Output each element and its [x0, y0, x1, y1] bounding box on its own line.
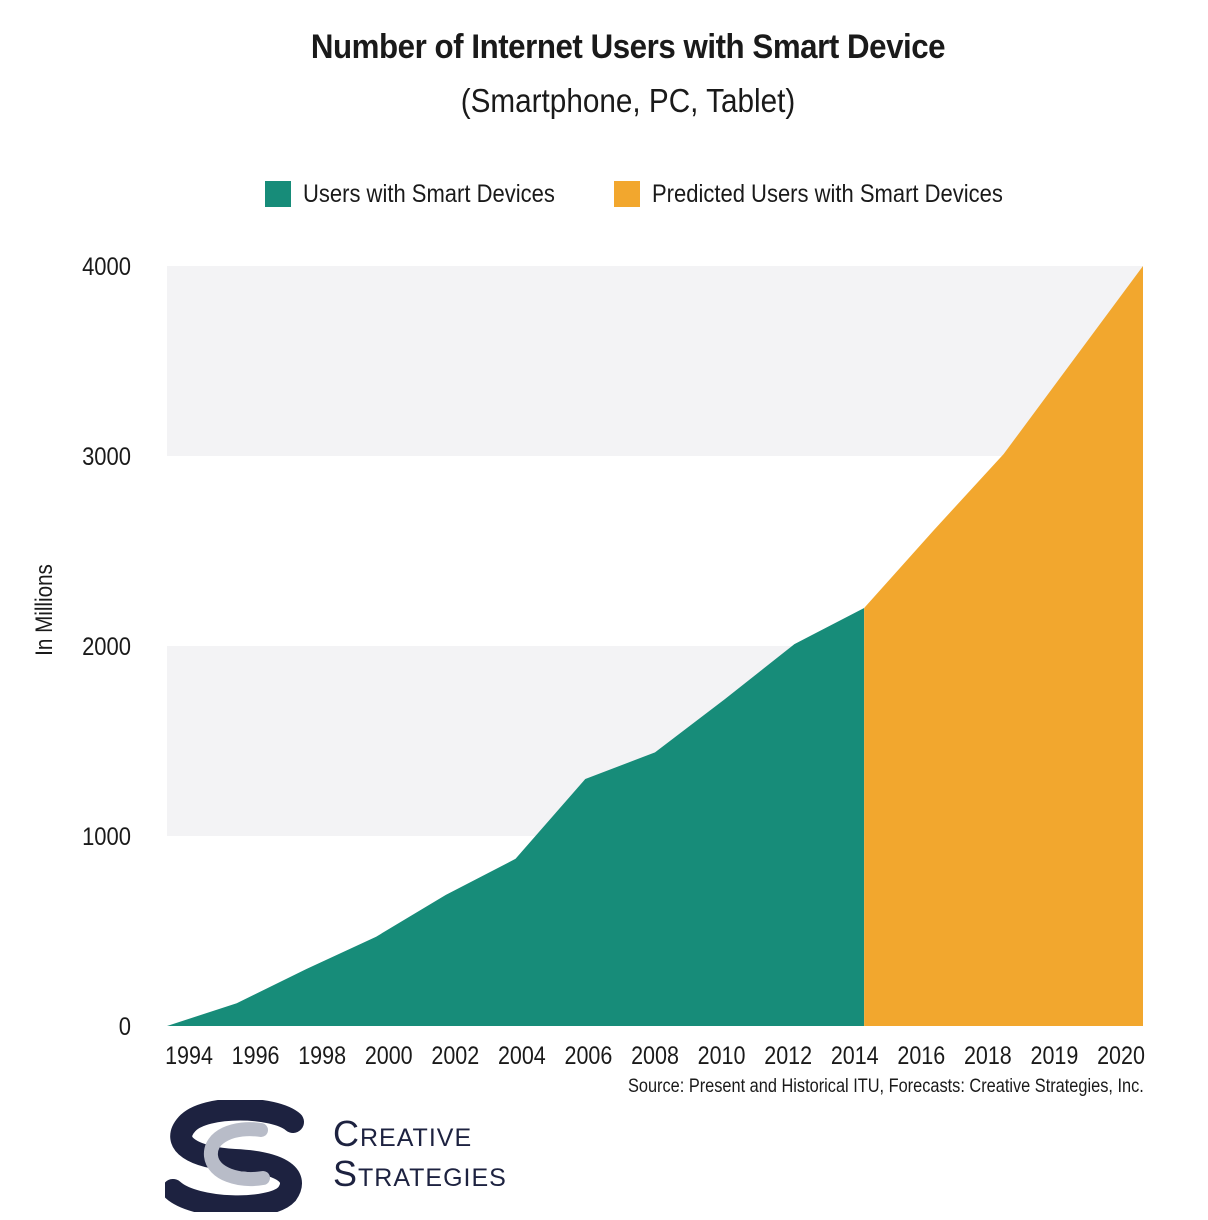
y-tick-label-4000: 4000	[82, 253, 131, 281]
chart-subtitle: (Smartphone, PC, Tablet)	[460, 82, 796, 119]
x-tick-label-2000: 2000	[365, 1041, 413, 1069]
y-tick-label-2000: 2000	[82, 633, 131, 661]
y-tick-label-3000: 3000	[82, 443, 131, 471]
legend-item-predicted: Predicted Users with Smart Devices	[614, 176, 1051, 212]
legend: Users with Smart Devices Predicted Users…	[0, 176, 1208, 212]
legend-swatch-users	[265, 181, 291, 207]
series-predicted-area	[864, 266, 1143, 1026]
x-tick-label-2004: 2004	[498, 1041, 546, 1069]
legend-item-users: Users with Smart Devices	[265, 176, 589, 212]
y-axis-label: In Millions	[31, 564, 58, 656]
x-tick-label-2016: 2016	[897, 1041, 945, 1069]
x-tick-label-2010: 2010	[698, 1041, 746, 1069]
x-tick-label-1998: 1998	[298, 1041, 346, 1069]
x-tick-label-2002: 2002	[431, 1041, 479, 1069]
chart-area: 0 1000 2000 3000 4000 1994 1996 1998 2000 2002 200…	[31, 253, 1145, 1070]
x-tick-label-2008: 2008	[631, 1041, 679, 1069]
legend-label-users: Users with Smart Devices	[303, 179, 555, 208]
series-users-area	[167, 608, 865, 1026]
x-tick-label-2018: 2018	[964, 1041, 1012, 1069]
x-tick-label-2012: 2012	[764, 1041, 812, 1069]
x-tick-label-2014: 2014	[831, 1041, 879, 1069]
x-tick-label-1996: 1996	[232, 1041, 280, 1069]
y-tick-label-1000: 1000	[82, 823, 131, 851]
chart-title: Number of Internet Users with Smart Devi…	[310, 28, 946, 66]
source-note: Source: Present and Historical ITU, Fore…	[628, 1076, 1144, 1097]
creative-strategies-logo: Creative Strategies	[162, 1098, 510, 1218]
logo-text-line1: Creative	[333, 1113, 473, 1154]
legend-label-predicted: Predicted Users with Smart Devices	[652, 179, 1003, 208]
x-tick-label-2019: 2019	[1031, 1041, 1079, 1069]
logo-text-line2: Strategies	[333, 1153, 507, 1194]
x-tick-label-1994: 1994	[165, 1041, 213, 1069]
x-tick-label-2006: 2006	[565, 1041, 613, 1069]
y-tick-label-0: 0	[119, 1013, 131, 1041]
grid-band	[167, 266, 1143, 456]
x-tick-label-2020: 2020	[1097, 1041, 1145, 1069]
legend-swatch-predicted	[614, 181, 640, 207]
cs-logo-mark-icon	[162, 1098, 304, 1218]
